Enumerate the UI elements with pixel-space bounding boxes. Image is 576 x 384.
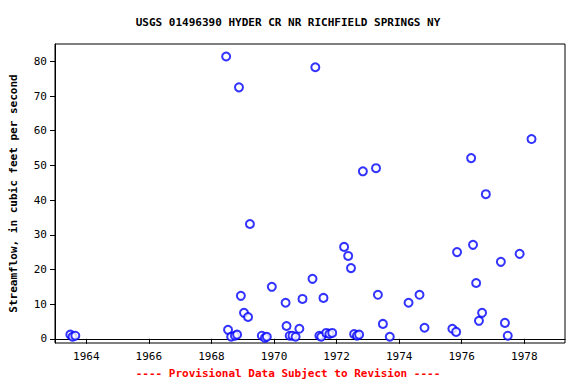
svg-text:1974: 1974 — [386, 350, 413, 363]
svg-text:1966: 1966 — [136, 350, 163, 363]
svg-text:1970: 1970 — [261, 350, 288, 363]
svg-text:1978: 1978 — [511, 350, 538, 363]
svg-text:USGS 01496390 HYDER CR NR RICH: USGS 01496390 HYDER CR NR RICHFIELD SPRI… — [136, 16, 441, 29]
svg-text:0: 0 — [40, 332, 47, 345]
svg-text:80: 80 — [34, 55, 47, 68]
svg-text:1976: 1976 — [448, 350, 475, 363]
svg-text:1964: 1964 — [73, 350, 100, 363]
svg-text:1968: 1968 — [198, 350, 225, 363]
svg-text:10: 10 — [34, 298, 47, 311]
svg-text:---- Provisional Data Subject: ---- Provisional Data Subject to Revisio… — [136, 367, 441, 380]
svg-text:40: 40 — [34, 194, 47, 207]
svg-text:70: 70 — [34, 90, 47, 103]
svg-text:60: 60 — [34, 124, 47, 137]
svg-text:Streamflow, in cubic feet per: Streamflow, in cubic feet per second — [7, 74, 20, 312]
svg-text:50: 50 — [34, 159, 47, 172]
svg-text:20: 20 — [34, 263, 47, 276]
svg-text:1972: 1972 — [323, 350, 350, 363]
svg-text:30: 30 — [34, 228, 47, 241]
